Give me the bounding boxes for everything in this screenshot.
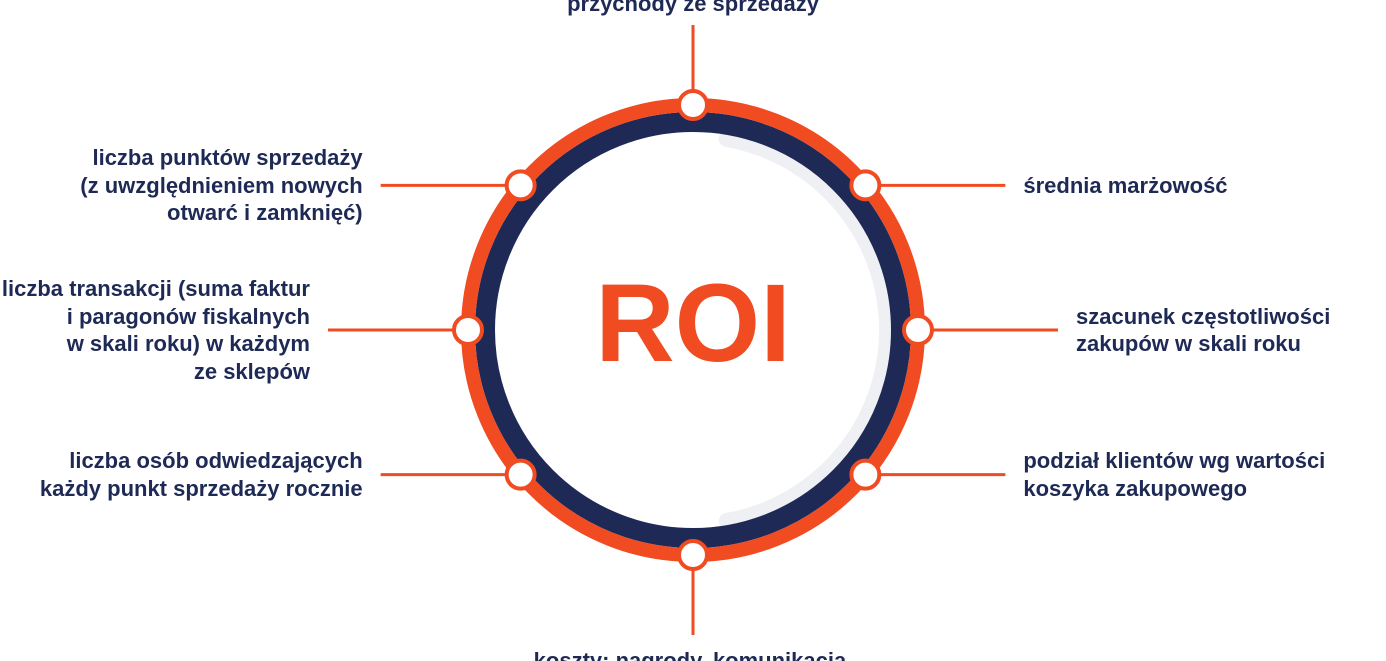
spoke-label: szacunek częstotliwości zakupów w skali …	[1076, 303, 1330, 358]
spoke-label: liczba punktów sprzedaży (z uwzględnieni…	[80, 144, 362, 227]
spoke-label: koszty: nagrody, komunikacja, obsługa, p…	[0, 647, 1386, 661]
spoke-label: podział klientów wg wartości koszyka zak…	[1023, 447, 1325, 502]
spoke-label: liczba transakcji (suma faktur i paragon…	[2, 275, 310, 385]
spoke-label: przychody ze sprzedaży	[0, 0, 1386, 17]
roi-diagram: { "diagram": { "type": "infographic", "b…	[0, 0, 1386, 661]
spoke-label: liczba osób odwiedzających każdy punkt s…	[40, 447, 363, 502]
spoke-label: średnia marżowość	[1023, 172, 1227, 200]
